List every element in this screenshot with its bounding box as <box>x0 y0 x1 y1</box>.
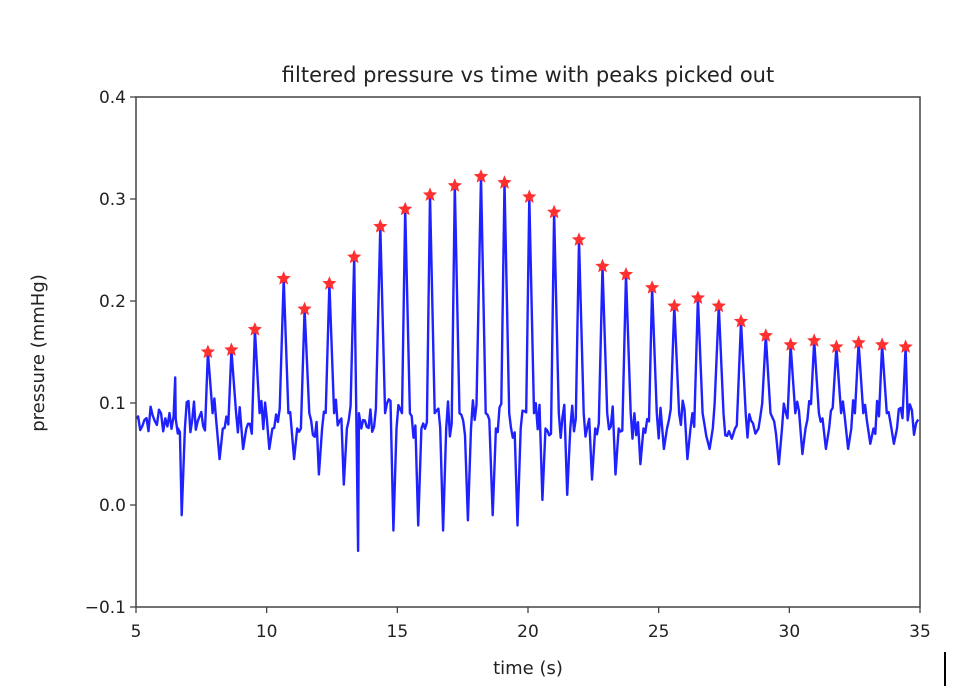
peak-marker <box>297 301 312 316</box>
y-tick-label: 0.4 <box>99 88 126 108</box>
y-tick-label: 0.1 <box>99 394 126 414</box>
peak-marker <box>618 267 634 281</box>
x-tick-label: 5 <box>131 622 142 642</box>
peak-marker <box>807 333 822 347</box>
x-tick-label: 20 <box>517 622 539 642</box>
peak-marker <box>200 344 215 359</box>
axis-ticks: 5 10 15 20 25 30 35 −0.1 0.0 0.1 0.2 0.3 0.4 <box>85 88 931 642</box>
y-tick-label: 0.0 <box>99 496 126 516</box>
peak-markers <box>200 169 913 359</box>
x-tick-label: 35 <box>909 622 931 642</box>
peak-marker <box>398 201 413 216</box>
y-axis-label: pressure (mmHg) <box>28 274 49 432</box>
x-tick-label: 25 <box>648 622 670 642</box>
plot-area <box>135 175 920 553</box>
peak-marker <box>276 271 291 285</box>
peak-marker <box>447 178 462 192</box>
peak-marker <box>898 339 913 353</box>
x-tick-label: 15 <box>387 622 409 642</box>
peak-marker <box>595 258 610 273</box>
peak-marker <box>783 337 798 351</box>
peak-marker <box>522 189 537 203</box>
x-axis-label: time (s) <box>493 658 563 679</box>
peak-marker <box>851 335 866 349</box>
peak-marker <box>373 219 388 233</box>
peak-marker <box>690 290 705 304</box>
peak-marker <box>875 337 890 351</box>
y-tick-label: 0.2 <box>99 292 126 312</box>
peak-marker <box>829 339 844 353</box>
text-cursor-mark <box>944 652 946 686</box>
x-tick-label: 10 <box>256 622 278 642</box>
peak-marker <box>758 328 773 342</box>
peak-marker <box>322 276 337 290</box>
peak-marker <box>645 280 660 294</box>
peak-marker <box>547 204 562 219</box>
chart-title: filtered pressure vs time with peaks pic… <box>282 63 774 87</box>
y-tick-label: 0.3 <box>99 190 126 210</box>
peak-marker <box>473 169 489 183</box>
x-tick-label: 30 <box>779 622 801 642</box>
peak-marker <box>667 298 682 313</box>
peak-marker <box>422 187 438 201</box>
peak-marker <box>224 342 239 356</box>
peak-marker <box>497 175 512 189</box>
peak-marker <box>711 298 726 313</box>
peak-marker <box>571 232 587 246</box>
peak-marker <box>733 313 749 328</box>
peak-marker <box>247 322 262 336</box>
peak-marker <box>347 249 362 264</box>
pressure-signal-line <box>135 175 920 553</box>
y-tick-label: −0.1 <box>85 598 126 618</box>
